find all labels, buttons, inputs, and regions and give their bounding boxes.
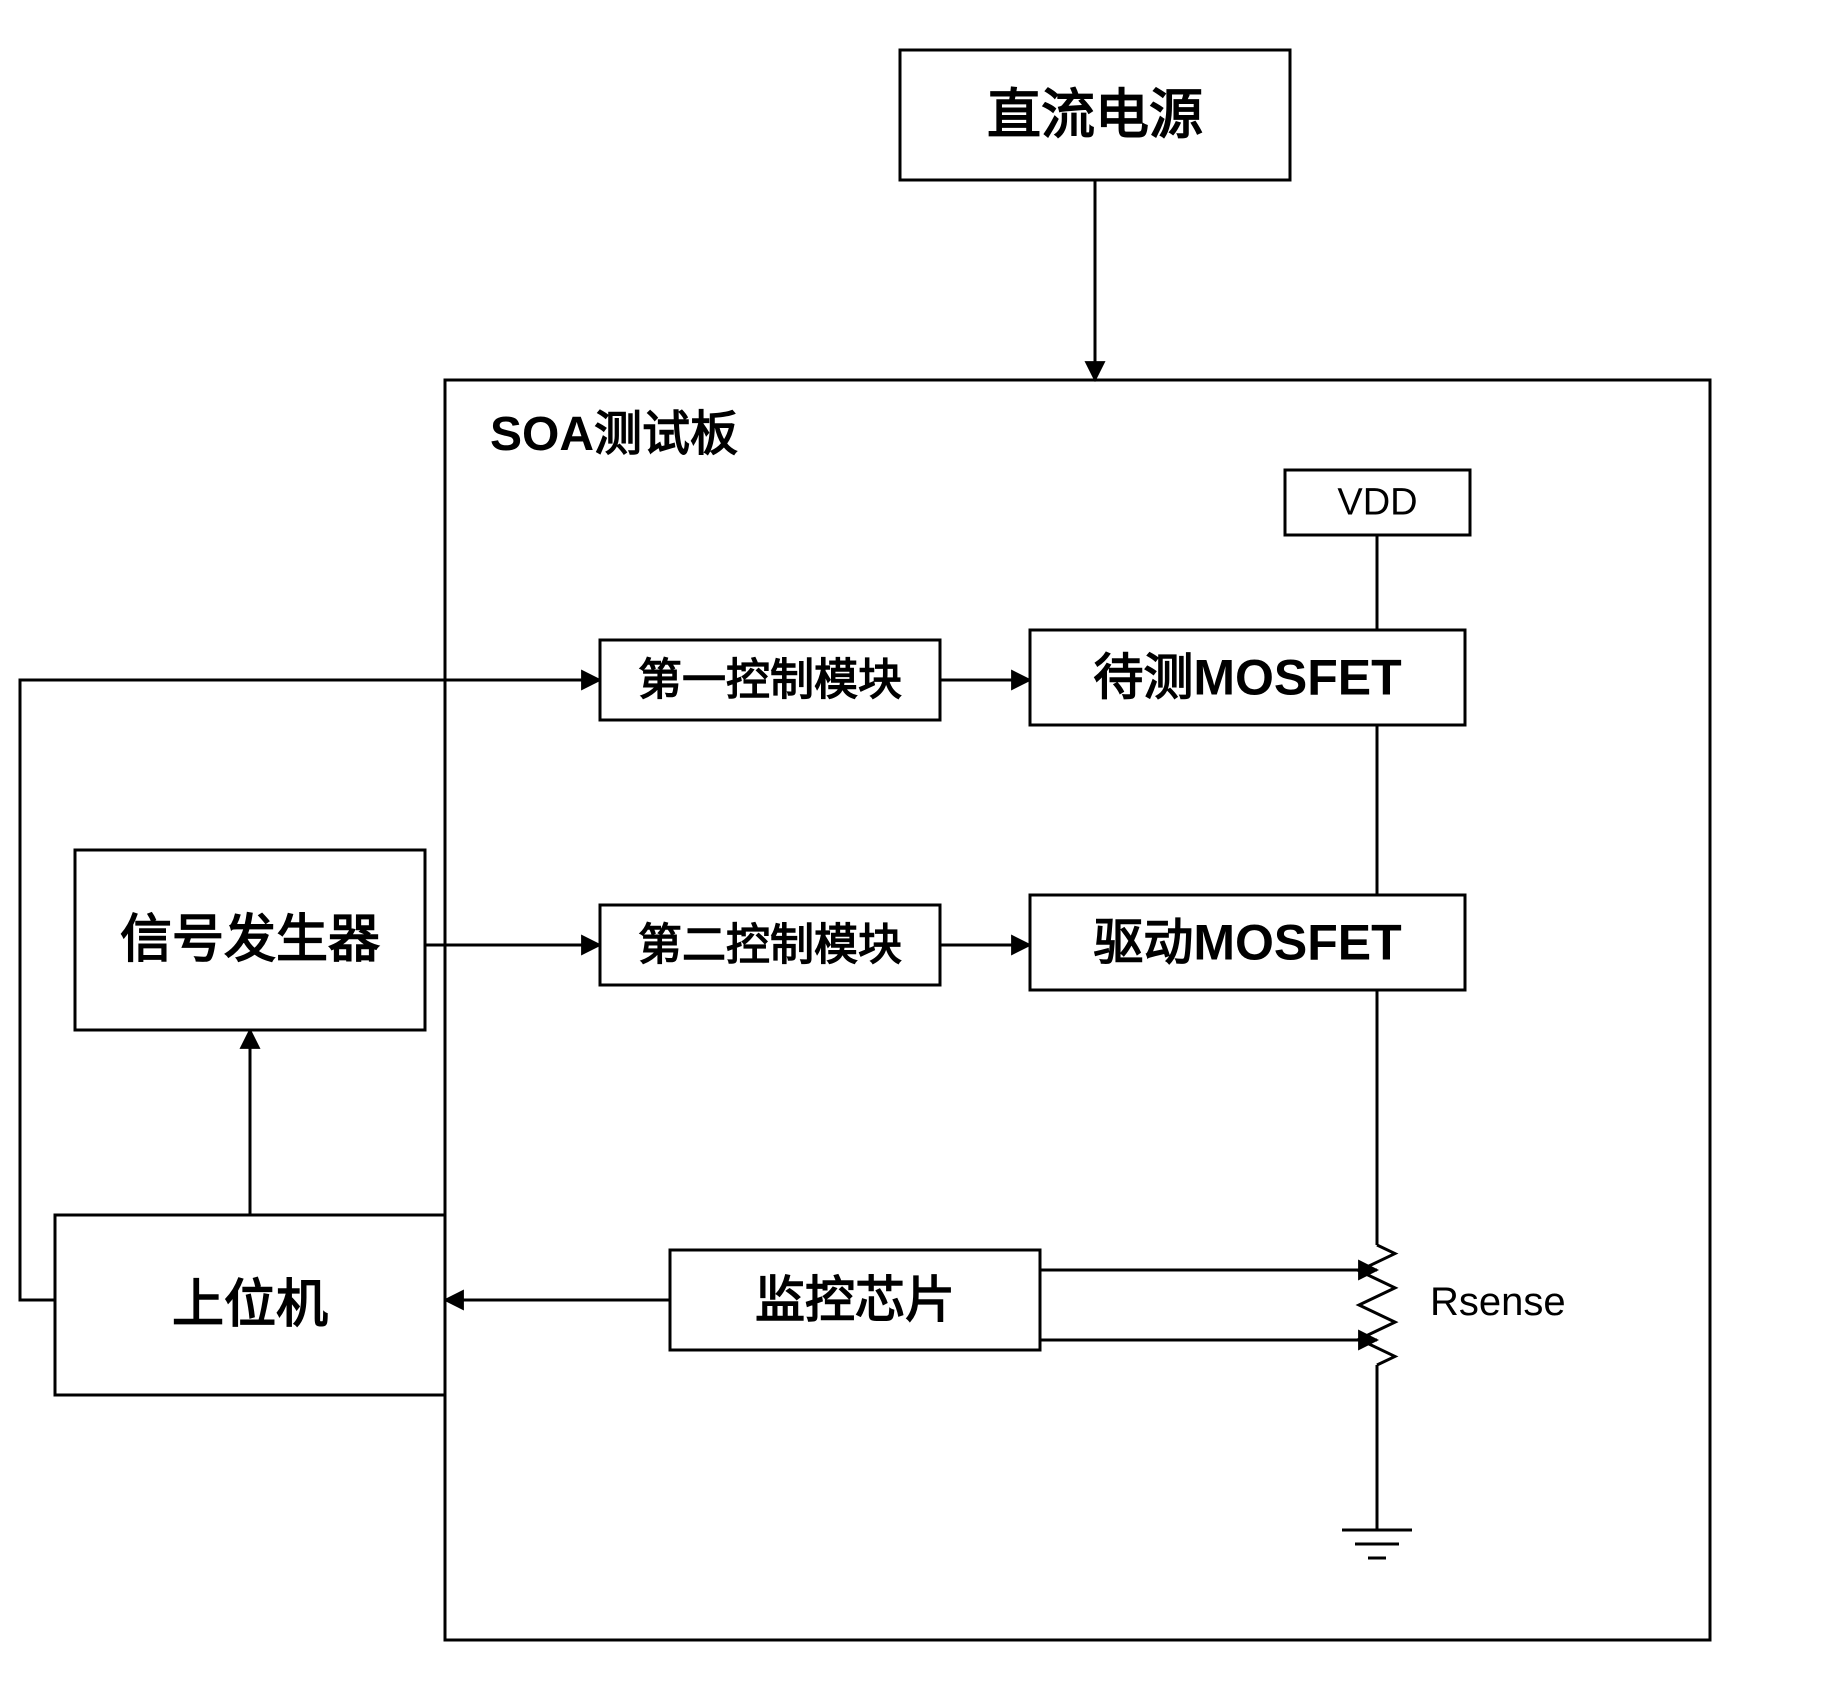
ctrl1-label: 第一控制模块 xyxy=(638,656,902,705)
soa-board-container xyxy=(445,380,1710,1640)
ctrl2-label: 第二控制模块 xyxy=(638,921,902,970)
monitor-label: 监控芯片 xyxy=(755,1272,955,1328)
soa-board-label: SOA测试板 xyxy=(490,408,738,461)
vdd-label: VDD xyxy=(1337,482,1417,524)
host-label: 上位机 xyxy=(172,1276,328,1334)
rsense-resistor xyxy=(1359,1245,1395,1365)
mosfet-drv-label: 驱动MOSFET xyxy=(1093,915,1401,971)
block-diagram: SOA测试板 直流电源 VDD 第一控制模块 待测MOSFET 信号发生器 第二控制模块 驱动… xyxy=(0,0,1828,1686)
sig-gen-label: 信号发生器 xyxy=(120,911,381,969)
rsense-label: Rsense xyxy=(1430,1280,1566,1324)
dc-power-label: 直流电源 xyxy=(987,85,1203,145)
mosfet-dut-label: 待测MOSFET xyxy=(1093,650,1401,706)
